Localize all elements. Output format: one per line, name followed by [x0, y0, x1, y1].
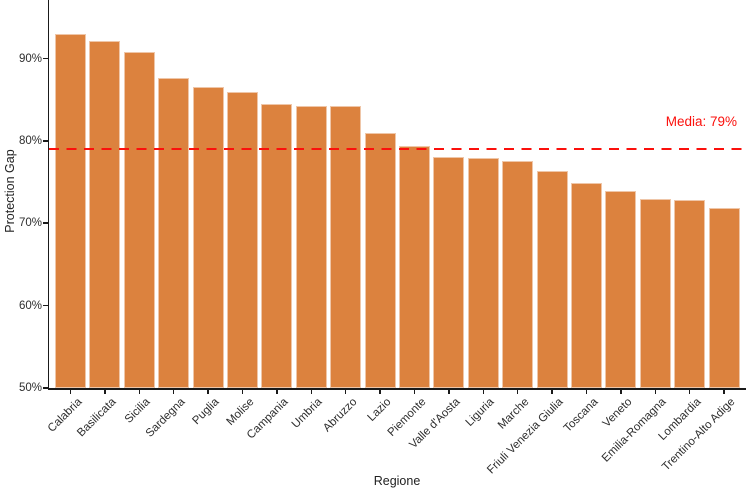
- y-tick-90: [42, 57, 48, 60]
- bar-lazio: [364, 132, 396, 388]
- x-tick-valle-d-aosta: [448, 389, 450, 395]
- bar-abruzzo: [330, 106, 362, 388]
- bar-sardegna: [158, 78, 190, 388]
- x-tick-label-puglia: Puglia: [190, 396, 222, 428]
- x-tick-friuli-venezia-giulia: [551, 389, 553, 395]
- bar-liguria: [467, 158, 499, 388]
- x-tick-liguria: [482, 389, 485, 395]
- bar-molise: [227, 91, 258, 388]
- x-tick-molise: [241, 389, 244, 395]
- y-tick-60: [42, 304, 48, 307]
- bar-friuli-venezia-giulia: [536, 170, 568, 388]
- bar-sicilia: [123, 52, 155, 388]
- x-tick-label-abruzzo: Abruzzo: [320, 396, 360, 435]
- y-tick-label-90: 90%: [18, 52, 42, 65]
- bar-puglia: [192, 87, 224, 388]
- x-tick-label-lazio: Lazio: [365, 396, 394, 424]
- x-tick-abruzzo: [344, 389, 347, 395]
- bar-veneto: [605, 191, 637, 388]
- y-tick-50: [42, 387, 48, 389]
- x-tick-umbria: [310, 389, 313, 395]
- x-tick-label-liguria: Liguria: [463, 396, 497, 429]
- x-tick-label-toscana: Toscana: [561, 396, 600, 435]
- x-tick-basilicata: [104, 389, 106, 395]
- bar-emilia-romagna: [639, 199, 671, 388]
- bar-calabria: [55, 33, 86, 388]
- x-tick-toscana: [585, 389, 588, 395]
- y-axis-title: Protection Gap: [3, 149, 17, 233]
- mean-value-label: Media: 79%: [665, 114, 737, 129]
- x-tick-piemonte: [413, 389, 416, 395]
- bar-campania: [261, 103, 293, 388]
- x-axis-line: [47, 387, 746, 390]
- y-tick-label-80: 80%: [18, 134, 42, 147]
- y-axis-line: [47, 0, 50, 390]
- y-tick-label-60: 60%: [18, 299, 42, 312]
- bar-valle-d-aosta: [433, 156, 465, 388]
- x-tick-calabria: [69, 389, 72, 395]
- x-tick-sicilia: [138, 389, 141, 395]
- x-tick-emilia-romagna: [654, 389, 657, 395]
- x-tick-lombardia: [688, 389, 691, 395]
- x-tick-lazio: [379, 389, 381, 395]
- x-tick-label-molise: Molise: [223, 396, 256, 428]
- x-tick-puglia: [207, 389, 209, 395]
- bar-basilicata: [89, 41, 121, 388]
- mean-reference-line: [49, 147, 746, 151]
- x-tick-campania: [276, 389, 278, 395]
- x-tick-marche: [516, 389, 519, 395]
- y-tick-label-70: 70%: [18, 217, 42, 230]
- bar-umbria: [295, 106, 327, 388]
- bar-lombardia: [674, 200, 706, 388]
- x-tick-veneto: [620, 389, 622, 395]
- y-tick-label-50: 50%: [18, 381, 42, 394]
- x-tick-sardegna: [172, 389, 175, 395]
- y-tick-70: [42, 222, 48, 224]
- x-tick-label-umbria: Umbria: [290, 396, 325, 431]
- bar-marche: [502, 161, 534, 388]
- x-tick-trentino-alto-adige: [723, 389, 725, 395]
- x-tick-label-sicilia: Sicilia: [123, 396, 153, 426]
- x-axis-title: Regione: [373, 474, 421, 488]
- x-tick-label-emilia-romagna: Emilia-Romagna: [600, 396, 669, 465]
- bar-trentino-alto-adige: [708, 207, 740, 388]
- y-tick-80: [42, 140, 48, 142]
- bar-toscana: [571, 182, 602, 388]
- bar-piemonte: [399, 145, 430, 388]
